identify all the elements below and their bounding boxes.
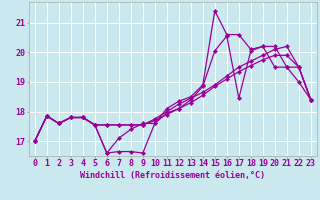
X-axis label: Windchill (Refroidissement éolien,°C): Windchill (Refroidissement éolien,°C) — [80, 171, 265, 180]
